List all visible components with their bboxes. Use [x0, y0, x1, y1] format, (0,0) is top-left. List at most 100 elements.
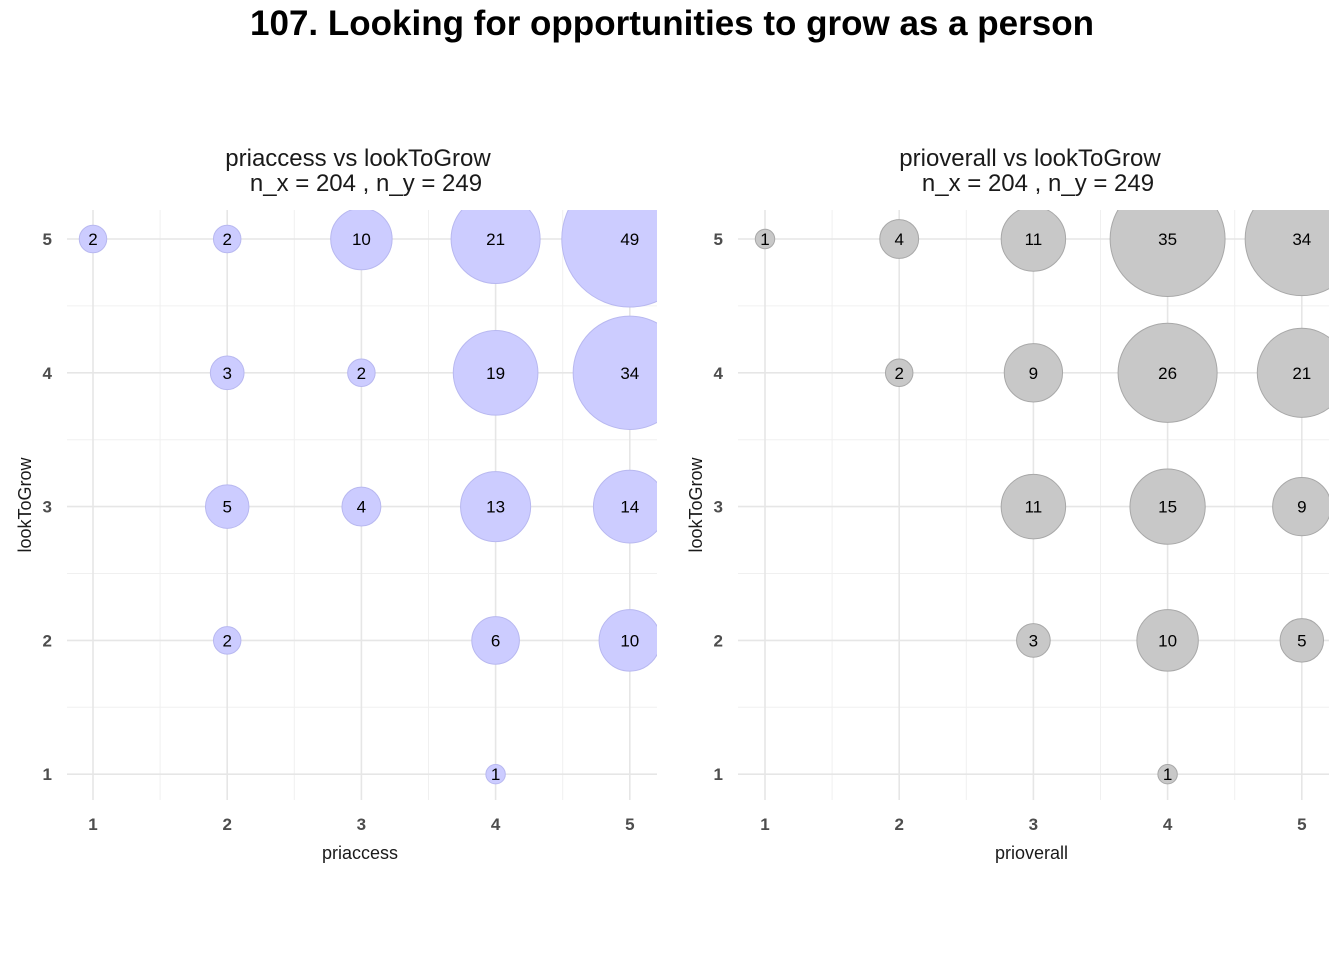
- data-label: 34: [1292, 230, 1311, 249]
- bubble: [1272, 476, 1329, 537]
- data-label: 2: [894, 364, 903, 383]
- data-label: 2: [222, 631, 231, 650]
- x-tick-label: 2: [894, 815, 903, 834]
- data-label: 21: [1292, 364, 1311, 383]
- data-label: 5: [1297, 631, 1306, 650]
- y-tick-label: 3: [43, 498, 52, 517]
- bubble: [1117, 322, 1218, 423]
- y-tick-label: 1: [714, 765, 723, 784]
- panel-title-line2: n_x = 204 , n_y = 249: [250, 170, 482, 197]
- y-tick-label: 2: [714, 631, 723, 650]
- bubble: [212, 626, 242, 655]
- bubble: [341, 486, 382, 527]
- x-tick-label: 2: [222, 815, 231, 834]
- bubble: [347, 358, 376, 388]
- data-label: 9: [1297, 498, 1306, 517]
- y-tick-label: 5: [43, 230, 52, 249]
- data-label: 2: [222, 230, 231, 249]
- y-tick-label: 4: [714, 364, 724, 383]
- bubble: [330, 210, 393, 271]
- bubble: [1157, 763, 1178, 785]
- data-label: 10: [620, 631, 639, 650]
- bubble: [598, 609, 657, 672]
- data-label: 2: [88, 230, 97, 249]
- y-tick-label: 4: [43, 364, 53, 383]
- bubble: [879, 219, 920, 259]
- x-axis-title: priaccess: [322, 843, 398, 863]
- bubbles: [78, 210, 657, 785]
- data-label: 1: [1163, 765, 1172, 784]
- bubble: [209, 355, 245, 391]
- bubble: [1279, 618, 1325, 663]
- data-label: 5: [222, 498, 231, 517]
- bubble: [884, 358, 914, 388]
- x-tick-label: 4: [1163, 815, 1173, 834]
- y-tick-label: 3: [714, 498, 723, 517]
- data-label: 34: [620, 364, 639, 383]
- bubble: [1129, 468, 1206, 545]
- data-label: 49: [620, 230, 639, 249]
- data-label: 9: [1029, 364, 1038, 383]
- bubble: [1109, 210, 1226, 297]
- x-tick-label: 1: [760, 815, 769, 834]
- data-label: 1: [491, 765, 500, 784]
- bubble: [450, 210, 541, 285]
- bubble: [212, 224, 242, 254]
- data-label: 26: [1158, 364, 1177, 383]
- bubble: [561, 210, 657, 308]
- y-axis-title: lookToGrow: [15, 456, 35, 552]
- bubble: [1000, 210, 1067, 272]
- x-tick-label: 5: [1297, 815, 1306, 834]
- bubble: [1244, 210, 1329, 297]
- data-label: 11: [1025, 230, 1043, 249]
- bubble: [1256, 327, 1329, 418]
- data-label: 11: [1025, 498, 1043, 517]
- data-label: 1: [760, 230, 769, 249]
- bubble: [754, 228, 776, 250]
- bubble: [204, 484, 250, 529]
- data-label: 10: [1158, 631, 1177, 650]
- data-label: 14: [620, 498, 639, 517]
- data-label: 35: [1158, 230, 1177, 249]
- x-tick-label: 1: [88, 815, 97, 834]
- data-label: 13: [486, 498, 505, 517]
- bubble: [1136, 609, 1199, 672]
- x-tick-label: 3: [1029, 815, 1038, 834]
- y-axis-title: lookToGrow: [686, 456, 706, 552]
- bubble: [572, 315, 657, 430]
- y-tick-label: 2: [43, 631, 52, 650]
- bubble: [592, 469, 657, 544]
- data-label: 19: [486, 364, 505, 383]
- bubble: [452, 329, 539, 416]
- y-tick-label: 1: [43, 765, 52, 784]
- bubbles: [754, 210, 1329, 785]
- data-label: 21: [486, 230, 505, 249]
- data-label: 4: [357, 498, 366, 517]
- x-tick-label: 3: [357, 815, 366, 834]
- data-label: 4: [894, 230, 903, 249]
- x-tick-label: 5: [625, 815, 634, 834]
- data-label: 2: [357, 364, 366, 383]
- panel-title-line2: n_x = 204 , n_y = 249: [922, 170, 1154, 197]
- y-tick-label: 5: [714, 230, 723, 249]
- data-label: 3: [222, 364, 231, 383]
- data-label: 3: [1029, 631, 1038, 650]
- data-label: 6: [491, 631, 500, 650]
- data-label: 10: [352, 230, 371, 249]
- x-tick-label: 4: [491, 815, 501, 834]
- bubble: [1003, 343, 1064, 403]
- panel-title-line1: prioverall vs lookToGrow: [899, 145, 1161, 172]
- bubble: [1016, 623, 1051, 658]
- bubble: [485, 763, 506, 785]
- bubble: [78, 224, 108, 254]
- x-axis-title: prioverall: [995, 843, 1068, 863]
- bubble: [471, 616, 520, 665]
- data-label: 15: [1158, 498, 1177, 517]
- bubble: [460, 471, 532, 543]
- bubble: [1000, 473, 1067, 540]
- main-title: 107. Looking for opportunities to grow a…: [250, 4, 1094, 43]
- panel-title-line1: priaccess vs lookToGrow: [225, 145, 491, 172]
